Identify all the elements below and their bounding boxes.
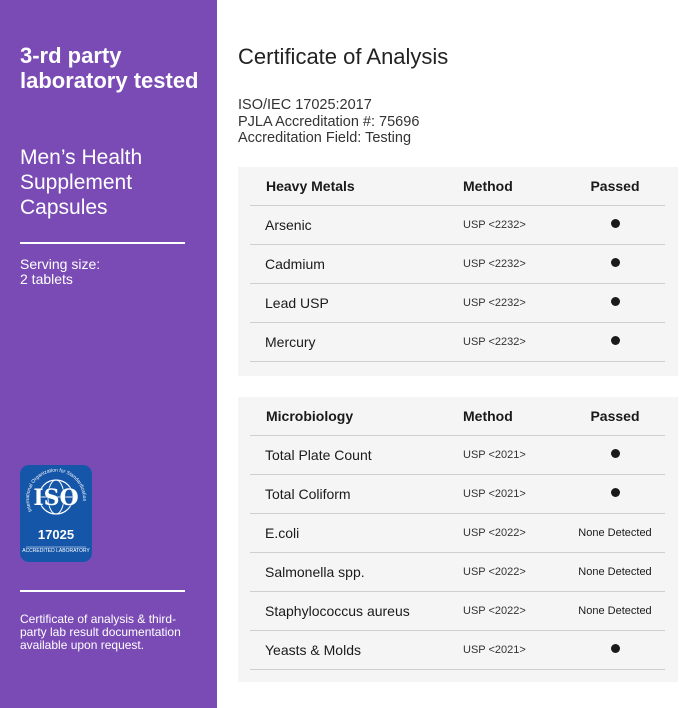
test-method: USP <2232> [463,258,526,270]
table-header: Microbiology Method Passed [238,397,678,435]
iso-globe-icon: International Organization for Standardi… [25,468,87,548]
iso-text: ISO [33,485,79,511]
table-row: Salmonella spp. USP <2022> None Detected [250,552,665,591]
microbiology-table: Microbiology Method Passed Total Plate Coun… [238,397,678,682]
test-method: USP <2021> [463,488,526,500]
passed-dot-icon [610,488,620,497]
result: None Detected [578,605,652,617]
sidebar-heading: 3-rd party laboratory tested [20,43,199,93]
divider [20,242,185,244]
table-row: E.coli USP <2022> None Detected [250,513,665,552]
test-method: USP <2022> [463,566,526,578]
result: None Detected [578,566,652,578]
result [565,297,665,309]
result [565,449,665,461]
table-row: Mercury USP <2232> [250,322,665,361]
table-row: Arsenic USP <2232> [250,205,665,244]
column-header: Method [463,178,513,194]
result [565,644,665,656]
test-name: Arsenic [265,217,312,233]
pjla-number: PJLA Accreditation #: 75696 [238,113,420,130]
result [565,258,665,270]
column-header: Passed [590,178,640,194]
passed-dot-icon [610,219,620,228]
passed-dot-icon [610,644,620,653]
accreditation-info: ISO/IEC 17025:2017 PJLA Accreditation #:… [238,97,419,147]
column-header: Heavy Metals [266,178,355,194]
test-name: Lead USP [265,295,329,311]
iso-label: ACCREDITED LABORATORY [22,548,90,554]
result [565,488,665,500]
column-header: Microbiology [266,408,354,424]
test-name: Salmonella spp. [265,564,365,580]
test-method: USP <2232> [463,219,526,231]
table-row: Yeasts & Molds USP <2021> [250,630,665,669]
test-name: Total Coliform [265,486,351,502]
iso-standard: ISO/IEC 17025:2017 [238,97,372,113]
test-name: Staphylococcus aureus [265,603,410,619]
accreditation-field: Accreditation Field: Testing [238,130,412,146]
result [565,219,665,231]
test-name: E.coli [265,525,300,541]
test-method: USP <2022> [463,527,526,539]
product-name: Men’s Health Supplement Capsules [20,146,143,219]
page-title: Certificate of Analysis [238,44,449,69]
column-header: Method [463,408,513,424]
passed-dot-icon [610,258,620,267]
divider [250,669,665,670]
footnote: Certificate of analysis & third-party la… [20,612,181,652]
test-name: Total Plate Count [265,447,372,463]
table-row: Lead USP USP <2232> [250,283,665,322]
table-header: Heavy Metals Method Passed [238,167,678,205]
result [565,336,665,348]
test-method: USP <2232> [463,336,526,348]
column-header: Passed [590,408,640,424]
test-name: Cadmium [265,256,325,272]
test-method: USP <2022> [463,605,526,617]
iso-17025-badge: International Organization for Standardi… [20,465,92,562]
heavy-metals-table: Heavy Metals Method Passed Arsenic USP <2232… [238,167,678,376]
test-method: USP <2021> [463,644,526,656]
table-row: Cadmium USP <2232> [250,244,665,283]
table-row: Staphylococcus aureus USP <2022> None Dete… [250,591,665,630]
result: None Detected [578,527,652,539]
passed-dot-icon [610,449,620,458]
test-name: Mercury [265,334,316,350]
passed-dot-icon [610,336,620,345]
test-method: USP <2232> [463,297,526,309]
sidebar: 3-rd party laboratory tested Men’s Healt… [0,0,217,708]
iso-number: 17025 [37,527,75,542]
test-method: USP <2021> [463,449,526,461]
test-name: Yeasts & Molds [265,642,361,658]
passed-dot-icon [610,297,620,306]
divider [20,590,185,592]
table-row: Total Plate Count USP <2021> [250,435,665,474]
serving-size: Serving size: 2 tablets [20,256,101,287]
table-row: Total Coliform USP <2021> [250,474,665,513]
divider [250,361,665,362]
